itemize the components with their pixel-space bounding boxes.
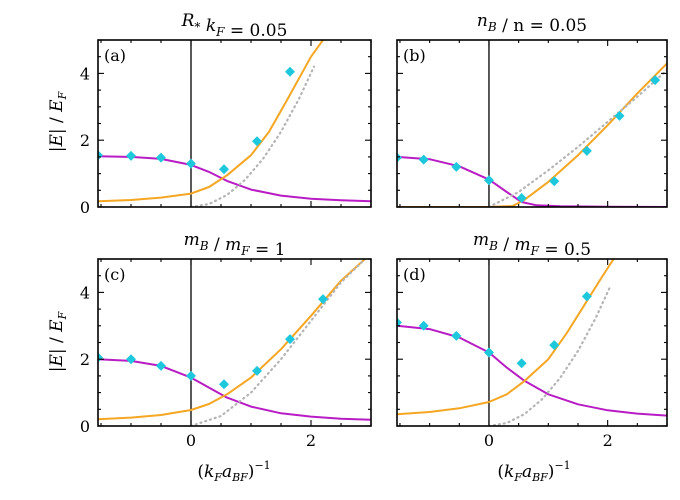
panel-d: 0 2 (d) mB / mF = 0.5 bbox=[396, 230, 668, 450]
panel-a: 0 2 4 (a) R* kF = 0.05 bbox=[80, 11, 372, 217]
data-marker bbox=[318, 294, 328, 305]
dotted-curve bbox=[189, 65, 316, 207]
plot-area bbox=[98, 40, 371, 207]
orange-curve bbox=[98, 40, 324, 203]
purple-curve bbox=[98, 358, 371, 421]
data-marker bbox=[397, 152, 402, 163]
x-axis-label-right: (kFaBF)−1 bbox=[497, 459, 570, 484]
y-tick-label: 0 bbox=[80, 417, 90, 436]
data-marker bbox=[549, 340, 560, 351]
data-marker bbox=[516, 358, 527, 369]
data-marker bbox=[126, 354, 136, 365]
dotted-curve bbox=[487, 284, 612, 426]
y-axis-label-bottom: |E| / EF bbox=[47, 311, 69, 372]
data-marker bbox=[285, 334, 295, 345]
dotted-curve bbox=[189, 259, 367, 426]
ticks bbox=[98, 258, 372, 427]
data-marker bbox=[219, 379, 229, 390]
plot-area bbox=[397, 40, 667, 207]
dotted-curve bbox=[487, 69, 667, 207]
axes-frame bbox=[97, 39, 372, 208]
data-marker bbox=[156, 360, 166, 371]
ticks bbox=[397, 258, 668, 427]
y-axis-label-top: |E| / EF bbox=[47, 91, 69, 152]
axes-frame bbox=[396, 258, 668, 427]
data-marker bbox=[483, 347, 494, 358]
orange-curve bbox=[397, 259, 615, 416]
plot-area bbox=[98, 259, 371, 426]
data-marker bbox=[418, 154, 429, 165]
panel-label: (d) bbox=[403, 265, 426, 284]
panel-title: nB / n = 0.05 bbox=[477, 11, 587, 36]
y-tick-label: 4 bbox=[80, 64, 90, 83]
panel-title: mB / mF = 1 bbox=[184, 230, 286, 260]
x-tick-label: 0 bbox=[186, 431, 196, 450]
panel-label: (b) bbox=[403, 46, 426, 65]
y-tick-label: 4 bbox=[80, 283, 90, 302]
data-marker bbox=[397, 317, 402, 328]
panel-b: (b) nB / n = 0.05 bbox=[396, 11, 668, 208]
x-axis-label-left: (kFaBF)−1 bbox=[197, 459, 270, 484]
x-tick-label: 2 bbox=[306, 431, 316, 450]
data-marker bbox=[252, 365, 262, 376]
panels: 0 2 4 (a) R* kF = 0.05 (b) nB / n = 0.05 0 2 0 2 4 (… bbox=[80, 11, 668, 450]
data-marker bbox=[156, 152, 166, 163]
panel-c: 0 2 0 2 4 (c) mB / mF = 1 bbox=[80, 230, 372, 450]
data-marker bbox=[98, 150, 103, 161]
data-marker bbox=[581, 145, 592, 156]
x-tick-label: 2 bbox=[603, 431, 613, 450]
data-marker bbox=[614, 110, 625, 121]
data-marker bbox=[126, 150, 136, 161]
y-tick-label: 2 bbox=[80, 131, 90, 150]
data-marker bbox=[186, 158, 196, 169]
panel-label: (c) bbox=[104, 265, 125, 284]
data-marker bbox=[285, 66, 295, 77]
x-tick-label: 0 bbox=[484, 431, 494, 450]
purple-curve bbox=[98, 155, 371, 203]
plot-area bbox=[397, 259, 667, 426]
y-tick-label: 2 bbox=[80, 350, 90, 369]
data-marker bbox=[98, 352, 103, 363]
data-marker bbox=[549, 176, 560, 187]
panel-label: (a) bbox=[104, 46, 126, 65]
data-marker bbox=[451, 161, 462, 172]
panel-title: mB / mF = 0.5 bbox=[473, 230, 591, 260]
ticks bbox=[397, 39, 668, 208]
data-marker bbox=[219, 164, 229, 175]
data-marker bbox=[483, 175, 494, 186]
data-marker bbox=[252, 136, 262, 147]
purple-curve bbox=[397, 324, 667, 417]
ticks bbox=[98, 39, 372, 208]
data-marker bbox=[516, 192, 527, 203]
data-marker bbox=[650, 75, 661, 86]
data-marker bbox=[581, 291, 592, 302]
data-marker bbox=[186, 370, 196, 381]
orange-curve bbox=[98, 259, 366, 421]
data-marker bbox=[418, 320, 429, 331]
panel-title: R* kF = 0.05 bbox=[181, 11, 288, 41]
y-tick-label: 0 bbox=[80, 198, 90, 217]
data-marker bbox=[451, 330, 462, 341]
orange-curve bbox=[397, 62, 667, 207]
